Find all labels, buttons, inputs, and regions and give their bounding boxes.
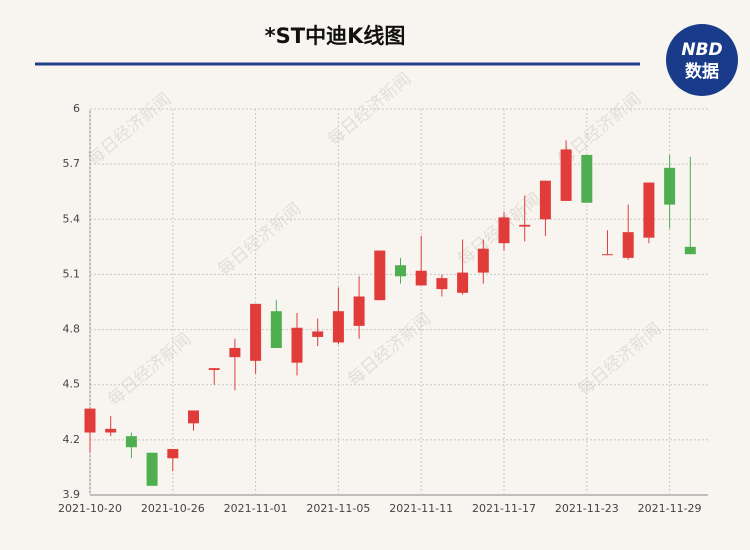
y-tick-label: 5.4 (63, 212, 81, 225)
candle-body (291, 327, 303, 363)
candle-body (498, 217, 510, 244)
watermark: 每日经济新闻 (104, 329, 195, 410)
watermark: 每日经济新闻 (324, 69, 415, 150)
candle-body (188, 410, 199, 424)
candle-body (105, 428, 117, 433)
x-tick-label: 2021-11-05 (306, 502, 370, 515)
candle-body (332, 311, 344, 343)
x-tick-label: 2021-11-29 (638, 502, 702, 515)
candle-body (208, 368, 220, 371)
candle-body (270, 311, 282, 348)
candle-body (312, 331, 324, 337)
y-tick-label: 4.5 (63, 378, 81, 391)
candle-body (477, 248, 489, 273)
candle-body (622, 232, 634, 258)
x-tick-label: 2021-11-17 (472, 502, 536, 515)
x-tick-label: 2021-10-26 (141, 502, 205, 515)
candle-body (581, 154, 593, 203)
y-tick-label: 4.2 (63, 433, 81, 446)
candle-body (250, 303, 262, 361)
candle-body (684, 246, 696, 255)
candle-body (229, 347, 241, 358)
candle-body (167, 449, 179, 459)
candle-body (125, 436, 137, 448)
watermark: 每日经济新闻 (84, 89, 175, 170)
chart-title: *ST中迪K线图 (265, 24, 406, 48)
candle-body (415, 270, 427, 286)
candle-body (519, 224, 531, 227)
candle-body (395, 265, 406, 277)
candle-body (146, 452, 158, 486)
candle-body (560, 149, 572, 201)
candle-body (539, 180, 551, 220)
logo-top: NBD (681, 40, 722, 60)
y-tick-label: 5.7 (63, 157, 81, 170)
candle-body (374, 250, 386, 301)
candle-body (457, 272, 469, 293)
candle-body (436, 278, 448, 290)
x-tick-label: 2021-11-23 (555, 502, 619, 515)
y-tick-label: 6 (73, 102, 80, 115)
y-tick-label: 5.1 (63, 267, 81, 280)
candle-body (84, 408, 96, 433)
y-tick-label: 4.8 (63, 323, 81, 336)
watermark: 每日经济新闻 (214, 199, 305, 280)
watermark: 每日经济新闻 (574, 319, 665, 400)
candle-body (643, 182, 655, 238)
x-tick-label: 2021-11-01 (224, 502, 288, 515)
x-tick-label: 2021-10-20 (58, 502, 122, 515)
candle-body (353, 296, 365, 326)
logo-bottom: 数据 (685, 61, 719, 82)
logo (666, 24, 738, 96)
candle-body (602, 254, 613, 256)
candle-body (664, 167, 676, 205)
x-tick-label: 2021-11-11 (389, 502, 453, 515)
y-tick-label: 3.9 (63, 488, 81, 501)
